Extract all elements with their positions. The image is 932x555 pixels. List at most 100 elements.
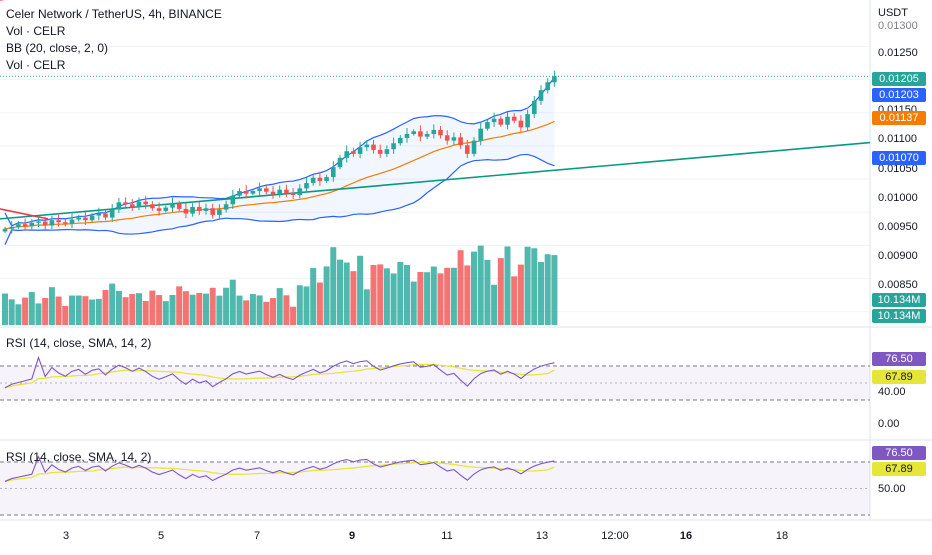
volume-bar	[209, 287, 216, 325]
volume-tag-2: 10.134M	[872, 309, 926, 323]
price-tick: 0.00900	[878, 250, 918, 262]
indicator-volume[interactable]: Vol · CELR	[6, 24, 66, 38]
bb-lower-line	[4, 153, 555, 245]
volume-bar	[517, 264, 524, 325]
volume-bar	[102, 289, 109, 325]
volume-bar	[511, 276, 518, 325]
volume-bar	[276, 288, 283, 325]
candle	[310, 177, 316, 184]
candle	[538, 90, 544, 101]
chart-legend: Celer Network / TetherUS, 4h, BINANCE Vo…	[6, 6, 222, 74]
candle	[324, 177, 329, 182]
volume-bar	[62, 305, 69, 325]
rsi2-value-tag: 76.50	[872, 446, 926, 460]
volume-bar	[471, 251, 477, 325]
volume-bar	[424, 272, 431, 325]
candle	[411, 131, 416, 134]
volume-bar	[142, 300, 149, 325]
candle	[511, 116, 517, 121]
candle	[203, 208, 209, 211]
candle	[96, 213, 102, 216]
symbol-title[interactable]: Celer Network / TetherUS, 4h, BINANCE	[6, 7, 222, 21]
volume-bar	[249, 294, 256, 325]
volume-bar	[48, 287, 55, 325]
volume-bar	[444, 267, 451, 325]
rsi-legend[interactable]: RSI (14, close, SMA, 14, 2)	[6, 336, 152, 350]
candle	[424, 133, 430, 137]
candle	[357, 147, 363, 154]
time-label: 11	[441, 530, 453, 542]
rsi2-sma-tag: 67.89	[872, 462, 926, 476]
candle	[9, 226, 14, 229]
indicator-volume-2[interactable]: Vol · CELR	[6, 58, 66, 72]
rsi-legend-2[interactable]: RSI (14, close, SMA, 14, 2)	[6, 450, 152, 464]
volume-bar	[323, 266, 330, 325]
candle	[270, 191, 276, 195]
candle	[56, 220, 61, 223]
candle	[230, 195, 236, 205]
candle	[364, 144, 370, 148]
candle	[197, 206, 202, 211]
volume-bar	[296, 285, 303, 325]
candle	[69, 219, 75, 224]
volume-bar	[115, 290, 122, 325]
indicator-bollinger[interactable]: BB (20, close, 2, 0)	[6, 41, 109, 55]
volume-bar	[504, 246, 511, 325]
volume-bar	[337, 259, 343, 325]
volume-bar	[35, 303, 42, 325]
price-tick: 0.01000	[878, 192, 918, 204]
volume-bar	[223, 287, 230, 325]
volume-bar	[15, 304, 22, 325]
candle	[103, 213, 108, 218]
candle	[377, 149, 383, 154]
volume-bar	[538, 261, 544, 325]
rsi-sma-tag: 67.89	[872, 370, 926, 384]
candle	[237, 191, 242, 196]
volume-bar	[417, 272, 424, 325]
bb-lower-tag: 0.01070	[872, 151, 926, 165]
rsi-line	[4, 455, 555, 482]
price-tick: 0.01300	[878, 20, 918, 32]
candle	[438, 130, 443, 136]
candle	[190, 206, 195, 214]
volume-bar	[350, 271, 357, 325]
volume-bar	[122, 297, 129, 325]
volume-bar	[75, 295, 82, 325]
volume-bar	[310, 267, 317, 325]
candle	[404, 133, 410, 138]
panel-separators	[0, 0, 932, 521]
candle	[250, 191, 256, 194]
price-tick: 0.01100	[878, 133, 917, 145]
candle	[83, 217, 88, 221]
price-tick: 0.00850	[878, 279, 918, 291]
volume-bar	[182, 291, 189, 325]
volume-bar	[189, 294, 196, 325]
candle	[217, 209, 222, 215]
trendlines[interactable]	[0, 0, 871, 220]
volume-bar	[42, 298, 49, 325]
volume-bar	[437, 273, 444, 325]
candle	[491, 118, 497, 123]
candle	[317, 177, 323, 182]
volume-bar	[22, 297, 29, 325]
rsi-line	[4, 355, 555, 389]
candle	[431, 130, 437, 134]
volume-bar	[290, 306, 297, 325]
volume-bar	[129, 294, 136, 325]
candle	[525, 114, 530, 128]
candle	[63, 222, 68, 224]
rsi-sma-line	[4, 461, 555, 483]
candle	[331, 167, 336, 178]
candle	[290, 193, 296, 195]
candle	[277, 189, 282, 195]
volume-bar	[263, 301, 270, 325]
volume-bar	[2, 293, 8, 325]
candle	[130, 204, 135, 207]
candle	[143, 201, 148, 205]
candle	[478, 128, 483, 141]
volume-bar	[229, 279, 236, 325]
volume-bar	[484, 259, 491, 325]
volume-bar	[196, 292, 203, 325]
